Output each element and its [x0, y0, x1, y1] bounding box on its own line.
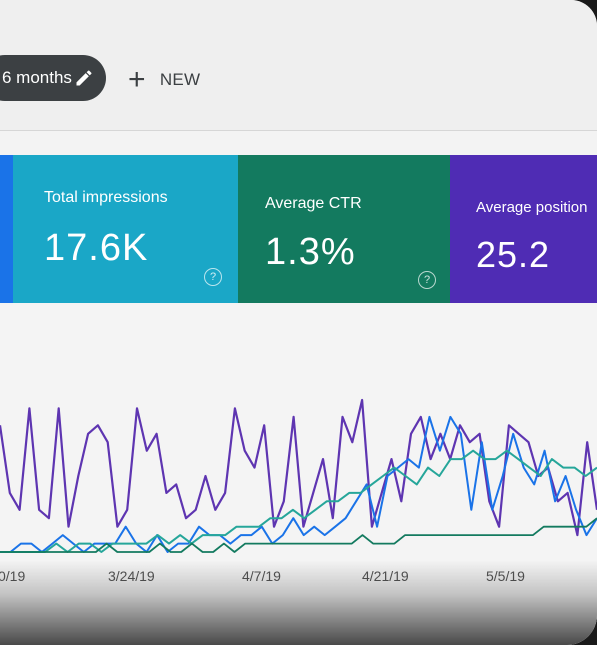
metric-label: Average position	[476, 199, 588, 216]
pencil-icon[interactable]	[74, 68, 94, 88]
x-tick-label: 0/19	[0, 568, 26, 584]
metric-label: Total impressions	[44, 189, 168, 206]
date-range-chip[interactable]: 6 months	[0, 55, 106, 101]
chart-series-line-2	[0, 449, 597, 553]
chart-series-line-1	[0, 415, 597, 553]
new-button-label: NEW	[159, 70, 201, 89]
help-circle-icon[interactable]: ?	[204, 268, 222, 286]
chart-series-line-3	[0, 517, 597, 553]
x-tick-label: 4/7/19	[242, 568, 281, 584]
new-button[interactable]: + NEW	[128, 62, 200, 98]
metric-value: 1.3%	[265, 231, 356, 273]
help-circle-icon[interactable]: ?	[418, 271, 436, 289]
x-tick-label: 4/21/19	[362, 568, 409, 584]
performance-chart	[0, 398, 597, 553]
toolbar: 6 months + NEW	[0, 0, 597, 131]
metric-value: 17.6K	[44, 227, 149, 269]
x-tick-label: 3/24/19	[108, 568, 155, 584]
metric-card-position[interactable]: Average position 25.2	[450, 155, 597, 303]
x-tick-label: 5/5/19	[486, 568, 525, 584]
metric-card-ctr[interactable]: Average CTR 1.3% ?	[238, 155, 450, 303]
metric-card-impressions[interactable]: Total impressions 17.6K ?	[13, 155, 238, 303]
plus-icon: +	[128, 63, 146, 96]
metric-value: 25.2	[476, 234, 551, 275]
date-range-label: 6 months	[2, 68, 72, 87]
chart-series-line-0	[0, 398, 597, 537]
metric-label: Average CTR	[265, 195, 362, 212]
metric-card-clicks[interactable]	[0, 155, 13, 303]
